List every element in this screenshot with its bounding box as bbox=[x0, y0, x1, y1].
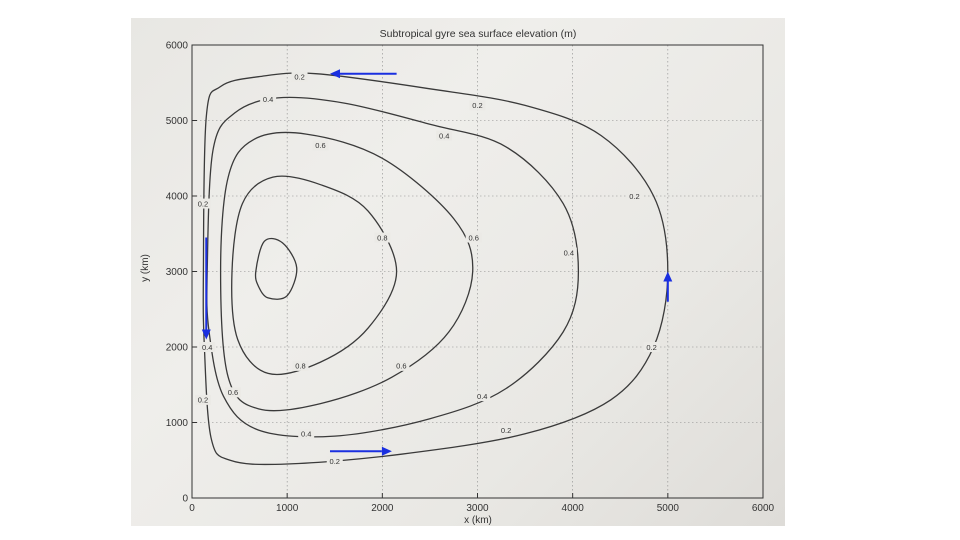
flow-arrows bbox=[201, 69, 673, 456]
contour-label: 0.6 bbox=[468, 233, 478, 242]
y-tick-label: 0 bbox=[182, 494, 188, 505]
contour-label-mask bbox=[643, 342, 660, 352]
y-tick-label: 4000 bbox=[166, 192, 189, 203]
contour-label: 0.2 bbox=[629, 192, 639, 201]
x-axis-label: x (km) bbox=[464, 515, 492, 526]
y-tick-label: 1000 bbox=[166, 418, 189, 429]
x-tick-label: 0 bbox=[189, 503, 195, 514]
flow-arrow-head bbox=[663, 271, 673, 282]
contour-label-mask bbox=[560, 247, 577, 258]
contour-label-mask bbox=[194, 394, 211, 405]
flow-arrow-head bbox=[330, 69, 340, 79]
x-tick-label: 3000 bbox=[466, 503, 489, 514]
contour-label-mask bbox=[260, 94, 277, 105]
contour-label: 0.2 bbox=[198, 199, 208, 208]
contour-label: 0.8 bbox=[377, 233, 387, 242]
contour-label: 0.4 bbox=[301, 430, 311, 439]
flow-arrow-head bbox=[201, 329, 211, 340]
x-tick-label: 6000 bbox=[752, 503, 775, 514]
axis-ticks: 0 1000 2000 3000 4000 5000 6000 0 1000 2000 3000 40… bbox=[166, 41, 775, 515]
y-tick-label: 2000 bbox=[166, 343, 189, 354]
contour-label-mask bbox=[326, 456, 343, 467]
contour-label-mask bbox=[393, 360, 410, 371]
y-tick-label: 5000 bbox=[166, 116, 189, 127]
flow-arrow bbox=[663, 271, 673, 302]
contour-label: 0.6 bbox=[228, 388, 238, 397]
contour-label-mask bbox=[465, 232, 482, 243]
x-tick-label: 2000 bbox=[371, 503, 394, 514]
contour-label: 0.2 bbox=[198, 396, 208, 405]
contour-label-mask bbox=[469, 100, 486, 111]
y-tick-label: 3000 bbox=[166, 267, 189, 278]
contour-line bbox=[219, 131, 474, 412]
chart-title: Subtropical gyre sea surface elevation (… bbox=[380, 28, 577, 40]
contour-label-mask bbox=[312, 140, 329, 151]
contour-label-mask bbox=[498, 425, 515, 436]
contour-label-mask bbox=[298, 428, 315, 439]
contour-label: 0.4 bbox=[202, 343, 212, 352]
contour-label: 0.4 bbox=[439, 131, 449, 140]
flow-arrow bbox=[330, 69, 397, 79]
contour-label-mask bbox=[292, 360, 309, 371]
contour-label: 0.2 bbox=[501, 426, 511, 435]
contour-label: 0.2 bbox=[646, 343, 656, 352]
contour-line bbox=[231, 175, 398, 375]
photo-background bbox=[131, 18, 785, 526]
x-tick-label: 5000 bbox=[657, 503, 680, 514]
contour-labels: 0.2 0.2 0.2 0.2 0.2 0.2 0.2 0.2 0.4 0.4 0.4 0.4 0.4 0… bbox=[194, 71, 660, 467]
contour-label: 0.4 bbox=[477, 392, 487, 401]
y-axis-label: y (km) bbox=[140, 254, 151, 282]
contour-label: 0.2 bbox=[294, 73, 304, 82]
contour-label-mask bbox=[474, 391, 491, 402]
grid bbox=[192, 45, 763, 498]
contour-lines bbox=[202, 72, 669, 466]
contour-label: 0.6 bbox=[315, 141, 325, 150]
flow-arrow bbox=[201, 237, 211, 340]
contour-label-mask bbox=[626, 191, 643, 201]
contour-label: 0.4 bbox=[263, 95, 273, 104]
contour-line bbox=[206, 96, 580, 438]
flow-arrow bbox=[329, 446, 392, 456]
contour-line bbox=[202, 72, 669, 466]
x-tick-label: 4000 bbox=[562, 503, 585, 514]
contour-line bbox=[254, 237, 298, 300]
flow-arrow-head bbox=[381, 446, 392, 456]
contour-label-mask bbox=[374, 232, 391, 243]
contour-label-mask bbox=[194, 198, 211, 209]
contour-label-mask bbox=[224, 387, 241, 398]
x-tick-label: 1000 bbox=[276, 503, 299, 514]
contour-label-mask bbox=[199, 342, 216, 352]
contour-label-mask bbox=[291, 71, 308, 82]
contour-label-mask bbox=[436, 130, 453, 141]
y-tick-label: 6000 bbox=[166, 41, 189, 52]
contour-label: 0.8 bbox=[295, 362, 305, 371]
contour-label: 0.2 bbox=[330, 457, 340, 466]
contour-label: 0.6 bbox=[396, 362, 406, 371]
contour-label: 0.2 bbox=[472, 101, 482, 110]
contour-label: 0.4 bbox=[564, 248, 574, 257]
